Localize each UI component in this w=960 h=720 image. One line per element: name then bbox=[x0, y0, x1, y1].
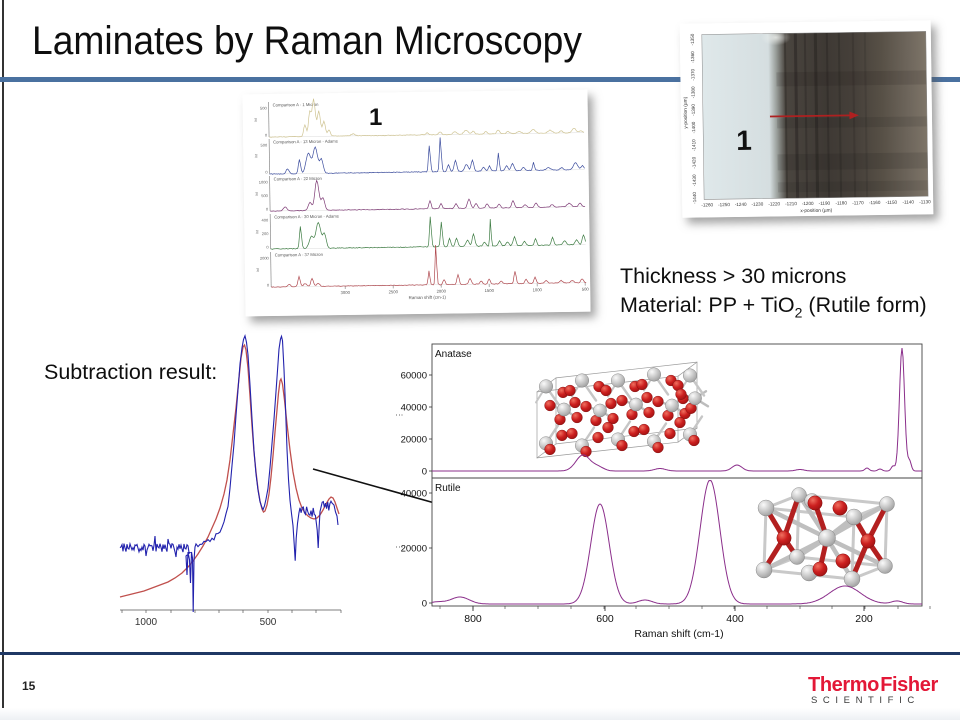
svg-text:-1400: -1400 bbox=[691, 121, 696, 133]
svg-text:800: 800 bbox=[464, 613, 482, 625]
svg-text:2000: 2000 bbox=[437, 289, 447, 294]
svg-text:600: 600 bbox=[596, 613, 614, 625]
svg-text:1: 1 bbox=[736, 125, 752, 156]
svg-text:0: 0 bbox=[267, 283, 270, 288]
svg-text:-1430: -1430 bbox=[692, 174, 697, 186]
svg-text:-1160: -1160 bbox=[869, 200, 881, 205]
svg-text:40000: 40000 bbox=[401, 403, 427, 414]
svg-text:2500: 2500 bbox=[389, 289, 399, 294]
svg-text:-1140: -1140 bbox=[902, 200, 914, 205]
svg-text:Int: Int bbox=[255, 229, 259, 234]
svg-text:0: 0 bbox=[265, 170, 268, 175]
svg-text:-1420: -1420 bbox=[692, 156, 697, 168]
svg-text:⋮: ⋮ bbox=[395, 543, 404, 551]
svg-text:Comparison A - 37 Micron: Comparison A - 37 Micron bbox=[275, 252, 324, 258]
svg-text:Int: Int bbox=[254, 153, 258, 158]
svg-text:Comparison A - 13 Micron - Ada: Comparison A - 13 Micron - Adams bbox=[273, 139, 338, 145]
svg-text:2000: 2000 bbox=[260, 256, 270, 261]
svg-text:500: 500 bbox=[260, 106, 268, 111]
svg-text:0: 0 bbox=[266, 245, 269, 250]
svg-text:-1250: -1250 bbox=[718, 202, 730, 207]
svg-text:1000: 1000 bbox=[533, 287, 543, 292]
svg-text:Anatase: Anatase bbox=[435, 349, 472, 360]
svg-text:-1370: -1370 bbox=[690, 68, 695, 80]
svg-text:Comparison A - 22 Micron: Comparison A - 22 Micron bbox=[274, 176, 323, 182]
svg-text:0: 0 bbox=[422, 599, 427, 610]
svg-text:1500: 1500 bbox=[485, 288, 495, 293]
svg-text:-1380: -1380 bbox=[691, 86, 696, 98]
svg-text:-1200: -1200 bbox=[802, 201, 814, 206]
svg-text:⋮: ⋮ bbox=[395, 411, 404, 419]
svg-text:-1390: -1390 bbox=[691, 104, 696, 116]
svg-text:-1410: -1410 bbox=[691, 139, 696, 151]
svg-text:0: 0 bbox=[266, 207, 269, 212]
svg-text:60000: 60000 bbox=[401, 371, 427, 382]
svg-text:-1150: -1150 bbox=[886, 200, 898, 205]
svg-text:Raman shift (cm-1): Raman shift (cm-1) bbox=[634, 628, 723, 640]
svg-text:-1350: -1350 bbox=[690, 33, 695, 45]
svg-text:-1210: -1210 bbox=[785, 201, 797, 206]
svg-text:Comparison A - 30 Micron - Ada: Comparison A - 30 Micron - Adams bbox=[274, 214, 339, 220]
svg-text:x-position (µm): x-position (µm) bbox=[800, 208, 832, 214]
svg-text:Int: Int bbox=[256, 267, 260, 272]
svg-text:40000: 40000 bbox=[401, 489, 427, 500]
svg-text:500: 500 bbox=[582, 287, 590, 292]
svg-text:y-position (µm): y-position (µm) bbox=[683, 96, 689, 128]
svg-text:Int: Int bbox=[255, 191, 259, 196]
svg-text:Comparison A - 1 Micron: Comparison A - 1 Micron bbox=[273, 102, 320, 108]
svg-text:200: 200 bbox=[855, 613, 873, 625]
svg-text:20000: 20000 bbox=[401, 544, 427, 555]
svg-text:1000: 1000 bbox=[259, 180, 269, 185]
svg-text:400: 400 bbox=[726, 613, 744, 625]
svg-text:-1230: -1230 bbox=[751, 202, 763, 207]
svg-text:-1260: -1260 bbox=[701, 202, 713, 207]
svg-text:0: 0 bbox=[422, 467, 427, 478]
svg-text:Raman shift (cm-1): Raman shift (cm-1) bbox=[409, 295, 447, 301]
svg-text:3000: 3000 bbox=[341, 290, 351, 295]
svg-text:-1170: -1170 bbox=[852, 200, 864, 205]
svg-text:1000: 1000 bbox=[135, 617, 158, 628]
svg-text:-1130: -1130 bbox=[919, 199, 931, 204]
svg-text:Int: Int bbox=[254, 117, 258, 122]
svg-text:500: 500 bbox=[261, 193, 269, 198]
svg-text:-1360: -1360 bbox=[690, 51, 695, 63]
svg-text:-1220: -1220 bbox=[768, 201, 780, 206]
svg-text:500: 500 bbox=[260, 617, 277, 628]
svg-text:200: 200 bbox=[262, 231, 270, 236]
svg-text:0: 0 bbox=[265, 133, 268, 138]
svg-text:Rutile: Rutile bbox=[435, 483, 461, 494]
svg-text:-1440: -1440 bbox=[692, 192, 697, 204]
svg-text:500: 500 bbox=[260, 143, 268, 148]
svg-text:400: 400 bbox=[262, 218, 270, 223]
svg-text:20000: 20000 bbox=[401, 435, 427, 446]
svg-text:-1180: -1180 bbox=[835, 200, 847, 205]
svg-text:-1190: -1190 bbox=[819, 201, 831, 206]
svg-text:-1240: -1240 bbox=[735, 202, 747, 207]
